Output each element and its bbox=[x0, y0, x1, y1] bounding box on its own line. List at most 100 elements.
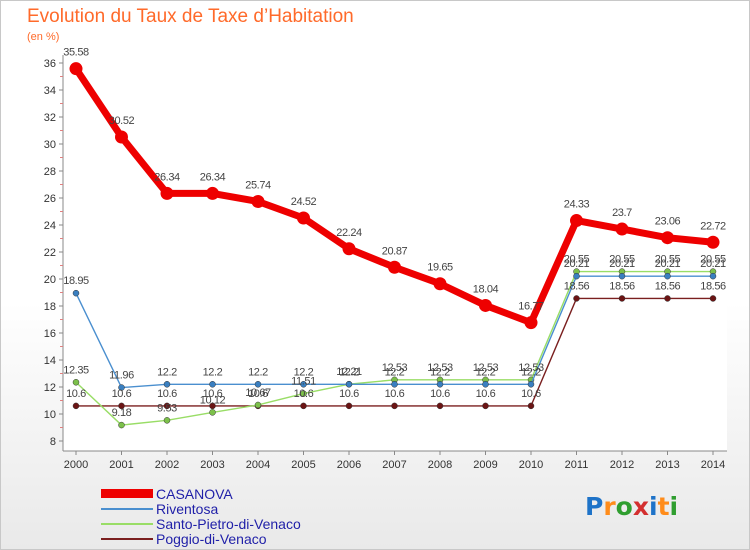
data-label: 30.52 bbox=[109, 115, 135, 127]
legend: CASANOVA Riventosa Santo-Pietro-di-Venaco P… bbox=[101, 485, 301, 547]
data-point bbox=[524, 316, 538, 330]
data-point bbox=[388, 260, 401, 274]
data-point bbox=[118, 421, 125, 429]
legend-swatch bbox=[101, 489, 153, 498]
data-point bbox=[251, 195, 265, 209]
data-label: 12.2 bbox=[521, 366, 541, 378]
legend-item: CASANOVA bbox=[101, 485, 301, 502]
data-label: 20.55 bbox=[564, 254, 590, 266]
data-point bbox=[118, 402, 125, 410]
data-label: 12.35 bbox=[63, 364, 89, 376]
data-point bbox=[209, 402, 216, 410]
x-tick-label: 2005 bbox=[291, 459, 315, 471]
data-label: 10.6 bbox=[521, 388, 541, 400]
data-label: 25.74 bbox=[245, 180, 271, 192]
x-tick-label: 2010 bbox=[519, 459, 543, 471]
data-label: 12.2 bbox=[248, 366, 268, 378]
data-label: 10.6 bbox=[157, 388, 177, 400]
data-label: 18.95 bbox=[63, 275, 89, 287]
data-point bbox=[72, 379, 80, 386]
y-tick-label: 10 bbox=[44, 409, 56, 421]
data-label: 20.21 bbox=[609, 258, 635, 270]
data-label: 16.77 bbox=[518, 301, 544, 313]
data-point bbox=[72, 289, 80, 297]
data-label: 20.55 bbox=[700, 254, 726, 266]
legend-swatch bbox=[101, 507, 153, 510]
data-label: 10.6 bbox=[385, 388, 405, 400]
data-label: 12.2 bbox=[203, 366, 223, 378]
data-label: 12.2 bbox=[294, 366, 314, 378]
x-tick-label: 2006 bbox=[337, 459, 361, 471]
data-label: 10.6 bbox=[66, 388, 86, 400]
data-label: 10.6 bbox=[112, 388, 132, 400]
legend-swatch bbox=[101, 522, 153, 525]
data-label: 12.53 bbox=[382, 362, 408, 374]
data-point bbox=[391, 402, 398, 410]
data-label: 10.6 bbox=[294, 388, 314, 400]
data-label: 24.52 bbox=[291, 196, 317, 208]
y-tick-label: 24 bbox=[44, 220, 56, 232]
data-point bbox=[163, 381, 171, 388]
data-point bbox=[163, 417, 171, 424]
data-label: 26.34 bbox=[154, 171, 180, 183]
data-label: 24.33 bbox=[564, 199, 590, 211]
legend-label: Poggio-di-Venaco bbox=[156, 530, 267, 547]
y-tick-label: 16 bbox=[44, 328, 56, 340]
data-label: 11.51 bbox=[291, 376, 316, 388]
data-point bbox=[391, 381, 398, 388]
data-point bbox=[527, 402, 535, 410]
data-label: 10.6 bbox=[248, 388, 268, 400]
x-tick-label: 2014 bbox=[701, 459, 725, 471]
y-tick-label: 22 bbox=[44, 247, 56, 259]
data-label: 19.65 bbox=[427, 262, 453, 274]
data-label: 20.21 bbox=[564, 258, 590, 270]
legend-item: Poggio-di-Venaco bbox=[101, 530, 301, 547]
data-label: 22.24 bbox=[336, 227, 362, 239]
data-label: 26.34 bbox=[200, 171, 226, 183]
y-tick-label: 26 bbox=[44, 193, 56, 205]
data-point bbox=[618, 272, 626, 280]
logo-letter: P bbox=[585, 492, 604, 521]
data-point bbox=[570, 214, 583, 228]
legend-label: Santo-Pietro-di-Venaco bbox=[156, 515, 301, 532]
data-point bbox=[342, 242, 356, 256]
y-tick-label: 20 bbox=[44, 274, 56, 286]
x-tick-label: 2008 bbox=[428, 459, 452, 471]
y-tick-label: 12 bbox=[44, 382, 56, 394]
logo-letter: i bbox=[649, 492, 658, 521]
data-point bbox=[661, 231, 674, 245]
data-label: 22.72 bbox=[700, 220, 726, 232]
data-point bbox=[436, 402, 444, 410]
data-point bbox=[300, 381, 307, 388]
proxiti-logo: Proxiti bbox=[585, 492, 678, 521]
data-point bbox=[706, 235, 720, 249]
data-label: 18.56 bbox=[655, 280, 681, 292]
logo-letter: r bbox=[603, 492, 616, 521]
logo-letter: t bbox=[657, 492, 670, 521]
y-tick-label: 14 bbox=[44, 355, 56, 367]
data-point bbox=[297, 211, 310, 225]
data-point bbox=[436, 381, 444, 388]
data-point bbox=[300, 390, 307, 397]
data-point bbox=[300, 402, 307, 410]
x-tick-label: 2012 bbox=[610, 459, 634, 471]
data-label: 20.87 bbox=[382, 245, 408, 257]
legend-label: CASANOVA bbox=[156, 485, 233, 502]
data-point bbox=[433, 277, 447, 291]
data-point bbox=[709, 295, 717, 302]
data-label: 12.2 bbox=[339, 366, 359, 378]
data-label: 12.53 bbox=[518, 362, 544, 374]
data-label: 10.12 bbox=[200, 394, 226, 406]
data-point bbox=[482, 381, 489, 388]
legend-item: Santo-Pietro-di-Venaco bbox=[101, 515, 301, 532]
y-tick-label: 34 bbox=[44, 85, 56, 97]
x-tick-label: 2009 bbox=[473, 459, 497, 471]
data-point bbox=[527, 381, 535, 388]
data-label: 20.21 bbox=[655, 258, 681, 270]
data-label: 10.6 bbox=[203, 388, 223, 400]
x-tick-label: 2003 bbox=[200, 459, 224, 471]
data-label: 9.18 bbox=[112, 407, 132, 419]
x-tick-label: 2000 bbox=[64, 459, 88, 471]
y-tick-label: 18 bbox=[44, 301, 56, 313]
